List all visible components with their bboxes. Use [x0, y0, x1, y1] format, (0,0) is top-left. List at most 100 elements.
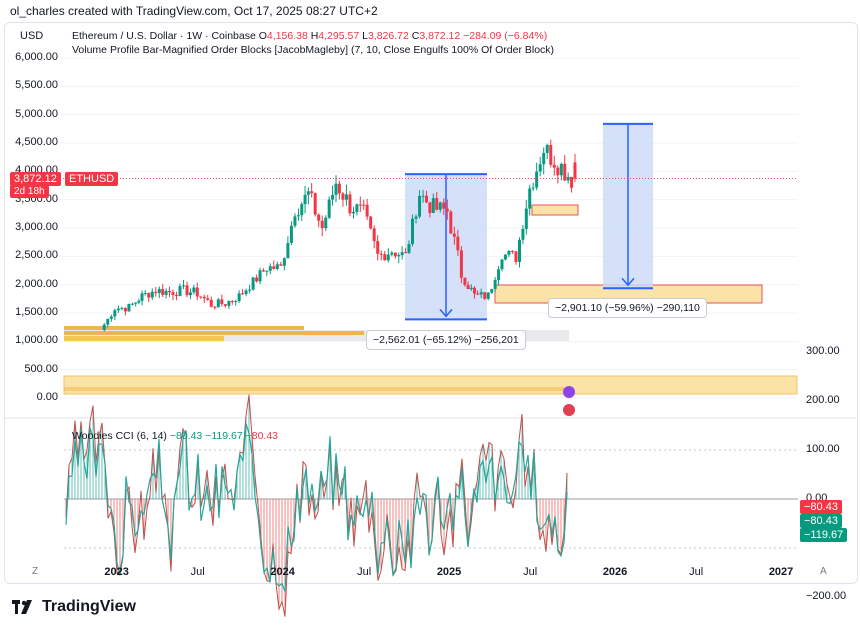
candle-body: [161, 288, 165, 295]
candle-body: [106, 318, 110, 325]
candle-body: [147, 292, 151, 298]
measure-label-2: −2,901.10 (−59.96%) −290,110: [548, 298, 707, 318]
cci-tag-3: −119.67: [800, 528, 848, 542]
price-axis-tick: 1,500.00: [15, 306, 58, 318]
candle-body: [362, 204, 366, 206]
candle-body: [174, 295, 178, 297]
ohlc-low: 3,826.72: [367, 30, 409, 42]
price-axis-tick: 2,500.00: [15, 249, 58, 262]
candle-body: [459, 250, 463, 278]
candle-body: [407, 244, 411, 253]
time-axis-tick: Jul: [523, 566, 538, 578]
candle-body: [213, 306, 217, 308]
candle-body: [493, 280, 497, 290]
candle-body: [127, 303, 131, 312]
ohlc-close: 3,872.12: [419, 30, 461, 42]
time-axis-tick: Jul: [190, 566, 205, 578]
candle-body: [442, 202, 446, 209]
zoom-z-button[interactable]: Z: [32, 566, 39, 577]
candle-body: [521, 228, 525, 240]
candle-body: [503, 254, 507, 260]
order-block-zone: [64, 330, 569, 341]
event-icon[interactable]: [563, 386, 575, 398]
time-axis-tick: Jul: [689, 566, 704, 578]
candle-body: [463, 277, 467, 285]
auto-scale-button[interactable]: A: [820, 566, 827, 577]
candle-body: [552, 164, 556, 168]
candle-body: [355, 204, 359, 212]
candle-body: [376, 241, 380, 254]
candle-body: [566, 176, 570, 181]
ohlc-open-label: O: [258, 30, 267, 42]
candle-body: [143, 292, 147, 294]
candle-body: [178, 286, 182, 296]
flag-icon[interactable]: [563, 404, 575, 416]
cci-axis-tick: 100.00: [806, 443, 840, 455]
candle-body: [223, 304, 227, 306]
ohlc-high-label: H: [310, 30, 319, 42]
turbo-cci-series-line: [65, 423, 568, 592]
candle-body: [472, 287, 476, 294]
candle-body: [421, 195, 425, 197]
candle-body: [414, 216, 418, 219]
candle-body: [545, 144, 549, 153]
candle-body: [507, 251, 511, 255]
candle-body: [476, 293, 480, 295]
candle-body: [120, 307, 124, 309]
order-block-zone: [64, 336, 224, 341]
candle-body: [313, 193, 317, 215]
price-axis-tick: 0.00: [36, 391, 58, 403]
candle-body: [331, 194, 335, 200]
price-axis-tick: 5,500.00: [15, 79, 58, 92]
candle-body: [261, 270, 265, 272]
candle-body: [300, 204, 304, 216]
candle-body: [171, 292, 175, 296]
candle-body: [195, 287, 199, 297]
chart-panel: [4, 22, 858, 584]
candle-body: [310, 191, 314, 194]
candle-body: [192, 287, 196, 293]
ohlc-close-label: C: [411, 30, 420, 42]
candle-body: [248, 289, 252, 291]
candle-body: [168, 290, 172, 293]
candle-body: [486, 292, 490, 299]
candle-body: [206, 298, 210, 300]
candle-body: [230, 301, 234, 303]
candle-body: [469, 287, 473, 289]
price-axis-tick: 1,000.00: [15, 334, 58, 347]
candle-body: [188, 292, 192, 296]
candle-body: [351, 211, 355, 214]
candle-body: [497, 269, 501, 281]
candle-body: [358, 204, 362, 206]
candle-body: [140, 293, 144, 301]
candle-body: [279, 264, 283, 266]
candle-body: [237, 293, 241, 302]
candle-body: [341, 193, 345, 200]
brand-name: TradingView: [42, 598, 136, 615]
candle-body: [289, 225, 293, 243]
candle-body: [510, 251, 514, 253]
candle-body: [113, 310, 117, 317]
cci-axis-tick: −200.00: [806, 590, 847, 602]
candle-body: [244, 290, 248, 294]
candle-body: [397, 255, 401, 257]
candle-body: [317, 214, 321, 221]
candle-body: [411, 218, 415, 245]
candle-body: [227, 301, 231, 306]
candle-body: [400, 252, 404, 256]
currency-label: USD: [20, 30, 44, 42]
candle-body: [559, 163, 563, 176]
candle-body: [479, 292, 483, 295]
price-tag: 3,872.12: [10, 172, 61, 186]
price-axis-tick: 500.00: [24, 362, 58, 375]
candle-body: [418, 195, 422, 217]
candle-body: [369, 216, 373, 229]
candle-body: [134, 302, 138, 304]
time-axis-tick: 2026: [602, 566, 628, 578]
candle-body: [517, 239, 521, 262]
candle-body: [435, 198, 439, 210]
candle-body: [185, 285, 189, 296]
candle-body: [570, 176, 574, 188]
symbol-legend: Ethereum / U.S. Dollar · 1W · Coinbase O…: [72, 30, 547, 42]
